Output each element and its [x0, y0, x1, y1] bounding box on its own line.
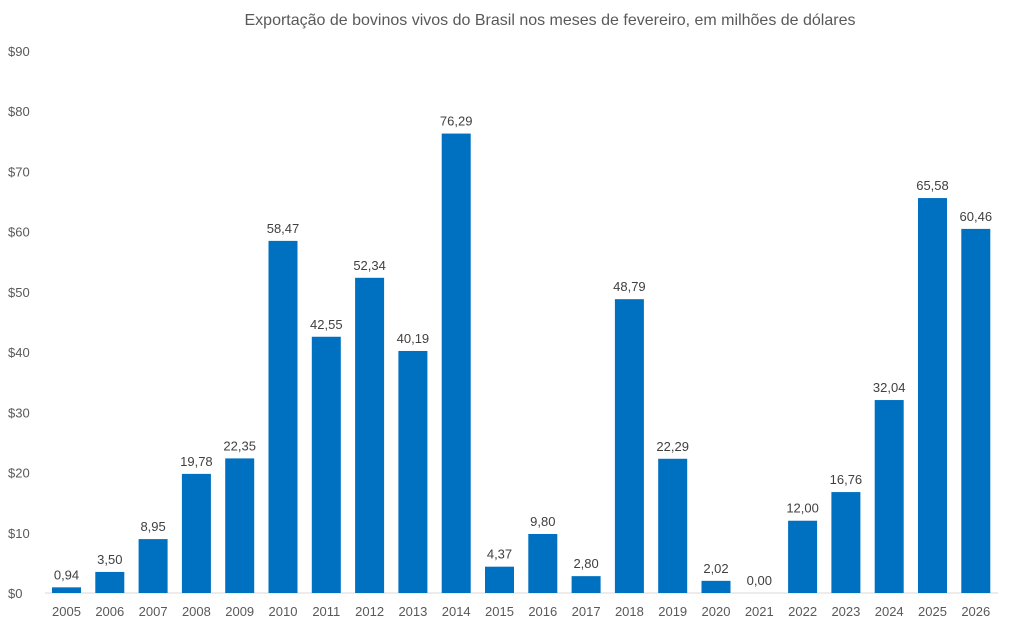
data-label: 4,37	[487, 547, 512, 562]
y-tick-label: $70	[8, 164, 30, 179]
bar-2012	[355, 277, 385, 593]
bar-2010	[268, 240, 298, 593]
bar-2025	[918, 198, 947, 593]
data-label: 76,29	[440, 114, 473, 129]
x-tick-label: 2015	[485, 604, 514, 619]
data-label: 52,34	[353, 258, 386, 273]
data-label: 8,95	[140, 519, 165, 534]
x-tick-label: 2009	[225, 604, 254, 619]
bar-2006	[95, 571, 125, 593]
data-label: 22,29	[656, 439, 689, 454]
x-tick-label: 2020	[702, 604, 731, 619]
bar-2019	[658, 458, 688, 593]
bar-2022	[788, 520, 818, 593]
x-tick-label: 2010	[269, 604, 298, 619]
bar-2005	[52, 587, 81, 593]
data-label: 22,35	[223, 438, 256, 453]
y-tick-label: $40	[8, 345, 30, 360]
x-tick-label: 2026	[961, 604, 990, 619]
data-label: 32,04	[873, 380, 906, 395]
y-tick-label: $30	[8, 405, 30, 420]
data-label: 0,94	[54, 567, 79, 582]
bar-2018	[614, 299, 644, 593]
bar-2013	[398, 350, 428, 593]
x-tick-label: 2007	[139, 604, 168, 619]
x-tick-label: 2013	[398, 604, 427, 619]
data-label: 2,02	[703, 561, 728, 576]
data-label: 12,00	[786, 501, 819, 516]
y-axis: $0 $10 $20 $30 $40 $50 $60 $70 $80 $90	[8, 44, 30, 601]
bar-2016	[528, 533, 558, 593]
y-tick-label: $60	[8, 225, 30, 240]
x-tick-label: 2018	[615, 604, 644, 619]
data-label: 42,55	[310, 317, 343, 332]
bar-2014	[441, 133, 471, 593]
data-label: 48,79	[613, 279, 646, 294]
bar-2026	[961, 228, 991, 594]
x-tick-label: 2014	[442, 604, 471, 619]
x-tick-label: 2023	[831, 604, 860, 619]
data-label: 9,80	[530, 514, 555, 529]
chart-title: Exportação de bovinos vivos do Brasil no…	[245, 12, 856, 29]
bar-2020	[701, 580, 731, 593]
x-tick-label: 2006	[95, 604, 124, 619]
data-label: 3,50	[97, 552, 122, 567]
y-tick-label: $0	[8, 586, 22, 601]
bar-2024	[874, 400, 904, 593]
bars: 0,94 2005 3,50 2006 8,95 2007 19,78 2008 22,35 20…	[52, 114, 992, 619]
bar-2008	[181, 473, 211, 593]
y-tick-label: $20	[8, 466, 30, 481]
data-label: 60,46	[960, 209, 993, 224]
x-tick-label: 2024	[875, 604, 904, 619]
x-tick-label: 2021	[745, 604, 774, 619]
data-label: 40,19	[397, 331, 430, 346]
y-tick-label: $90	[8, 44, 30, 59]
bar-2009	[225, 458, 255, 593]
x-tick-label: 2025	[918, 604, 947, 619]
x-tick-label: 2016	[528, 604, 557, 619]
data-label: 0,00	[747, 573, 772, 588]
bar-2017	[571, 576, 601, 593]
data-label: 58,47	[267, 221, 300, 236]
y-tick-label: $80	[8, 104, 30, 119]
x-tick-label: 2022	[788, 604, 817, 619]
y-tick-label: $10	[8, 526, 30, 541]
x-tick-label: 2005	[52, 604, 81, 619]
data-label: 19,78	[180, 454, 213, 469]
x-tick-label: 2011	[312, 604, 340, 619]
data-label: 16,76	[830, 472, 863, 487]
bar-2011	[311, 336, 341, 593]
y-tick-label: $50	[8, 285, 30, 300]
bar-2015	[485, 566, 514, 593]
x-tick-label: 2012	[355, 604, 384, 619]
x-tick-label: 2019	[658, 604, 687, 619]
bar-2023	[831, 492, 861, 593]
bar-2007	[138, 539, 168, 593]
x-tick-label: 2008	[182, 604, 211, 619]
x-tick-label: 2017	[572, 604, 601, 619]
data-label: 2,80	[573, 556, 598, 571]
data-label: 65,58	[916, 178, 949, 193]
